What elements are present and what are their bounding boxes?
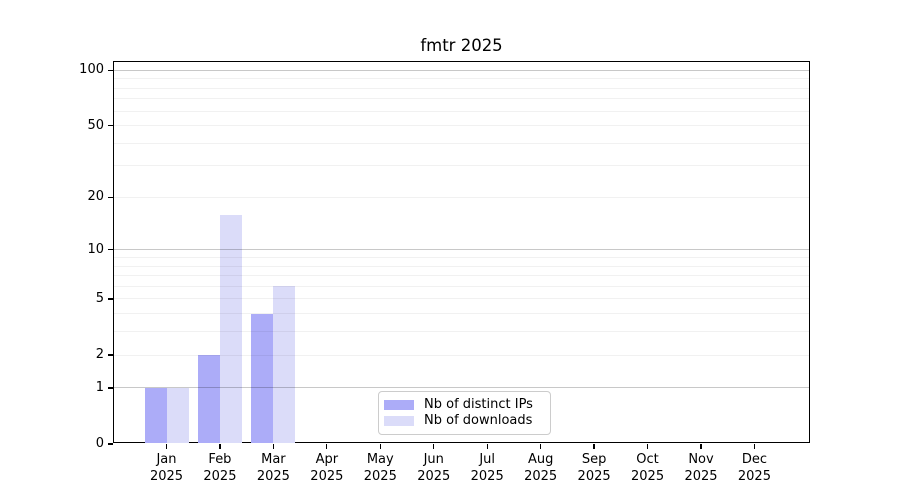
major-gridline (114, 69, 809, 71)
y-tick-label: 10 (87, 241, 104, 257)
y-tick-label: 50 (87, 117, 104, 133)
legend-item-distinct-ips: Nb of distinct IPs (384, 397, 542, 413)
bar-distinct-ips-jan (144, 387, 167, 444)
major-gridline (114, 387, 809, 389)
legend-label-distinct-ips: Nb of distinct IPs (424, 397, 533, 412)
y-tick (108, 249, 113, 251)
legend-label-downloads: Nb of downloads (424, 413, 533, 428)
x-tick (165, 444, 168, 449)
x-tick (753, 444, 756, 449)
x-tick (540, 444, 542, 449)
x-tick (433, 444, 435, 449)
x-tick-label: Mar 2025 (256, 452, 290, 484)
y-tick (108, 354, 113, 356)
minor-gridline (114, 78, 809, 80)
minor-gridline (114, 275, 809, 277)
y-tick-label: 100 (79, 62, 104, 78)
y-tick-label: 20 (87, 189, 104, 205)
bar-distinct-ips-mar (251, 313, 274, 444)
legend-swatch-distinct-ips-icon (384, 400, 414, 410)
minor-gridline (114, 110, 809, 112)
x-tick (219, 444, 221, 449)
x-tick-label: Sep 2025 (577, 452, 611, 484)
y-tick (108, 387, 113, 389)
y-tick-label: 1 (95, 379, 104, 395)
minor-gridline (114, 265, 809, 267)
minor-gridline (114, 285, 809, 287)
x-tick-label: Jan 2025 (149, 452, 184, 484)
x-tick (700, 444, 702, 449)
x-tick-label: Feb 2025 (203, 452, 237, 484)
minor-gridline (114, 125, 809, 127)
bar-downloads-mar (273, 286, 296, 444)
y-tick (108, 124, 113, 127)
y-tick (108, 443, 113, 445)
bar-downloads-jan (166, 387, 189, 444)
x-tick-label: Aug 2025 (524, 452, 558, 484)
minor-gridline (114, 98, 809, 100)
x-tick-label: Dec 2025 (737, 452, 771, 484)
minor-gridline (114, 354, 809, 356)
minor-gridline (114, 142, 809, 144)
x-tick (486, 444, 488, 449)
x-tick-label: Apr 2025 (310, 452, 344, 484)
x-tick (593, 444, 595, 449)
minor-gridline (114, 87, 809, 89)
minor-gridline (114, 165, 809, 167)
x-tick-label: Nov 2025 (684, 452, 718, 484)
x-tick-label: Jul 2025 (470, 452, 504, 484)
minor-gridline (114, 331, 809, 333)
major-gridline (114, 249, 809, 251)
x-tick-label: May 2025 (363, 452, 397, 484)
x-tick-label: Oct 2025 (631, 452, 665, 484)
minor-gridline (114, 313, 809, 315)
minor-gridline (114, 196, 809, 198)
bar-distinct-ips-feb (197, 355, 220, 444)
y-tick (108, 69, 113, 71)
y-tick (108, 196, 113, 199)
legend: Nb of distinct IPs Nb of downloads (378, 391, 551, 435)
y-tick-label: 2 (95, 347, 104, 362)
x-tick (379, 444, 381, 449)
x-tick (326, 444, 328, 449)
legend-item-downloads: Nb of downloads (384, 413, 542, 429)
y-tick-label: 0 (95, 436, 104, 451)
x-tick-label: Jun 2025 (417, 452, 451, 484)
minor-gridline (114, 256, 809, 258)
x-tick (272, 444, 275, 449)
y-tick (108, 298, 113, 300)
minor-gridline (114, 298, 809, 300)
plot-border (113, 61, 810, 443)
y-tick-label: 5 (95, 290, 104, 306)
x-tick (646, 444, 649, 449)
chart-title: fmtr 2025 (420, 36, 503, 55)
legend-swatch-downloads-icon (384, 416, 414, 426)
bar-downloads-feb (219, 214, 242, 444)
